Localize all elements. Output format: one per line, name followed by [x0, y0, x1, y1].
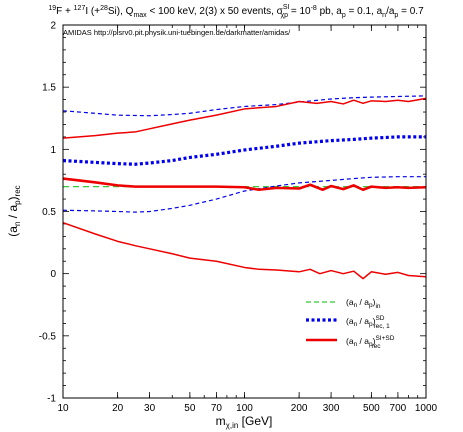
series-line-sisd_upper [62, 97, 427, 139]
x-tick-label: 700 [390, 403, 407, 414]
y-tick-label: -0.5 [39, 331, 57, 342]
x-tick-label: 200 [291, 403, 308, 414]
x-axis-label: mχ,in [GeV] [216, 414, 273, 430]
x-tick-label: 50 [184, 403, 196, 414]
y-tick-label: 0 [50, 269, 56, 280]
series-group [62, 95, 427, 280]
x-tick-label: 300 [323, 403, 340, 414]
y-tick-label: 1 [50, 145, 56, 156]
plot-frame [62, 24, 427, 399]
y-tick-label: -1 [47, 394, 56, 405]
x-tick-label: 20 [112, 403, 124, 414]
legend-label-input: (an / ap)in [346, 297, 381, 310]
series-line-sisd [62, 177, 427, 192]
legend-label-sd: (an / ap)SD rec, 1 [346, 315, 390, 330]
legend-label-sisd: (an / ap)SI+SD rec [346, 335, 395, 350]
amidas-annotation: AMIDAS http://pisrv0.pit.physik.uni-tueb… [63, 28, 291, 37]
x-tick-label: 100 [236, 403, 253, 414]
y-tick-label: 0.5 [42, 207, 56, 218]
tick-labels: 10 20 30 50 70 100 200 300 500 700 1000 -1 -0.5 0 0.5 1… [39, 21, 438, 415]
x-tick-label: 70 [211, 403, 223, 414]
x-tick-label: 30 [144, 403, 156, 414]
x-tick-label: 500 [363, 403, 380, 414]
series-line-sd_lower [62, 176, 426, 213]
legend: (an / ap)in (an / ap)SD rec, 1 (an / ap)S… [306, 297, 395, 350]
x-tick-label: 1000 [415, 403, 438, 414]
y-tick-label: 1.5 [42, 83, 56, 94]
series-line-sd_upper [62, 95, 427, 117]
x-tick-label: 10 [57, 403, 69, 414]
chart-title: 19F + 127I (+28Si), Qmax < 100 keV, 2(3)… [48, 4, 424, 19]
y-tick-label: 2 [50, 21, 56, 32]
y-axis-label: (an / ap)rec [6, 185, 22, 236]
series-line-sisd_lower [62, 221, 427, 280]
